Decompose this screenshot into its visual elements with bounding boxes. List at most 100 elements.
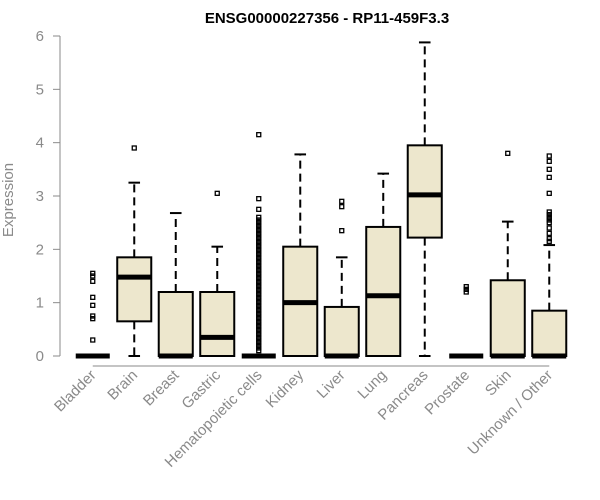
outlier-point [256, 284, 262, 290]
outlier-point [546, 212, 552, 218]
outlier-point [505, 150, 511, 156]
box-hematopoietic-cells [241, 132, 276, 359]
outlier-point [256, 342, 262, 348]
outlier-point [256, 246, 262, 252]
box-rect [406, 144, 443, 239]
outlier-point [339, 198, 345, 204]
outlier-point [256, 348, 262, 354]
box-rect [199, 291, 236, 357]
outlier-point [256, 262, 262, 268]
outlier-point [256, 217, 262, 223]
y-tick-label: 4 [36, 135, 44, 152]
y-tick-label: 6 [36, 28, 44, 45]
box-lung [365, 172, 402, 357]
outlier-point [256, 268, 262, 274]
outlier-point [546, 230, 552, 236]
outlier-point [256, 324, 262, 330]
box-rect [531, 309, 568, 357]
x-tick-label: Brain [104, 367, 141, 404]
x-tick-label: Bladder [51, 367, 100, 416]
box-rect [116, 256, 153, 323]
outlier-point [546, 225, 552, 231]
outlier-point [256, 286, 262, 292]
boxes-group [75, 41, 568, 359]
outlier-point [90, 302, 96, 308]
outlier-point [256, 230, 262, 236]
outlier-point [463, 289, 469, 295]
outlier-point [256, 281, 262, 287]
y-tick-label: 2 [36, 241, 44, 258]
outlier-point [256, 305, 262, 311]
outlier-point [256, 313, 262, 319]
y-axis-title: Expression [0, 163, 17, 237]
outlier-point [256, 257, 262, 263]
y-tick-label: 1 [36, 295, 44, 312]
box-rect [365, 225, 402, 357]
outlier-point [546, 238, 552, 244]
box-prostate [449, 284, 484, 359]
outlier-point [256, 316, 262, 322]
outlier-point [256, 340, 262, 346]
outlier-point [256, 310, 262, 316]
outlier-point [256, 318, 262, 324]
outlier-point [256, 265, 262, 271]
outlier-point [256, 337, 262, 343]
box-skin [489, 150, 526, 359]
x-tick-label: Kidney [263, 366, 308, 411]
outlier-point [546, 236, 552, 242]
outlier-point [339, 204, 345, 210]
outlier-point [256, 220, 262, 226]
x-tick-label: Liver [314, 367, 349, 402]
outlier-point [256, 249, 262, 255]
outlier-point [256, 270, 262, 276]
outlier-point [256, 241, 262, 247]
outlier-point [256, 292, 262, 298]
outlier-point [256, 289, 262, 295]
chart-title: ENSG00000227356 - RP11-459F3.3 [205, 10, 449, 27]
outlier-point [90, 337, 96, 343]
outlier-point [256, 326, 262, 332]
outlier-point [256, 260, 262, 266]
box-liver [323, 198, 360, 359]
outlier-point [256, 329, 262, 335]
outlier-point [546, 209, 552, 215]
outlier-point [463, 284, 469, 290]
y-tick-label: 5 [36, 81, 44, 98]
outlier-point [256, 225, 262, 231]
outlier-point [546, 158, 552, 164]
y-tick-label: 3 [36, 188, 44, 205]
box-bladder [75, 270, 110, 359]
outlier-point [256, 302, 262, 308]
x-tick-label: Lung [354, 367, 390, 403]
outlier-point [90, 278, 96, 284]
outlier-point [90, 273, 96, 279]
box-rect [323, 305, 360, 357]
outlier-point [546, 214, 552, 220]
outlier-point [256, 233, 262, 239]
outlier-point [256, 294, 262, 300]
outlier-point [256, 334, 262, 340]
outlier-point [256, 252, 262, 258]
axes: 0 1 2 3 4 5 6 [36, 28, 550, 367]
outlier-point [256, 321, 262, 327]
outlier-point [546, 153, 552, 159]
outlier-point [256, 308, 262, 314]
outlier-point [339, 228, 345, 234]
x-tick-label: Breast [140, 366, 183, 409]
outlier-point [256, 206, 262, 212]
outlier-point [90, 316, 96, 322]
outlier-point [90, 313, 96, 319]
outlier-point [463, 286, 469, 292]
outlier-point [256, 236, 262, 242]
y-tick-label: 0 [36, 348, 44, 365]
outlier-point [131, 145, 137, 151]
outlier-point [256, 244, 262, 250]
outlier-point [256, 345, 262, 351]
outlier-point [90, 294, 96, 300]
outlier-point [546, 190, 552, 196]
outlier-point [256, 300, 262, 306]
box-brain [116, 145, 153, 357]
outlier-point [546, 217, 552, 223]
